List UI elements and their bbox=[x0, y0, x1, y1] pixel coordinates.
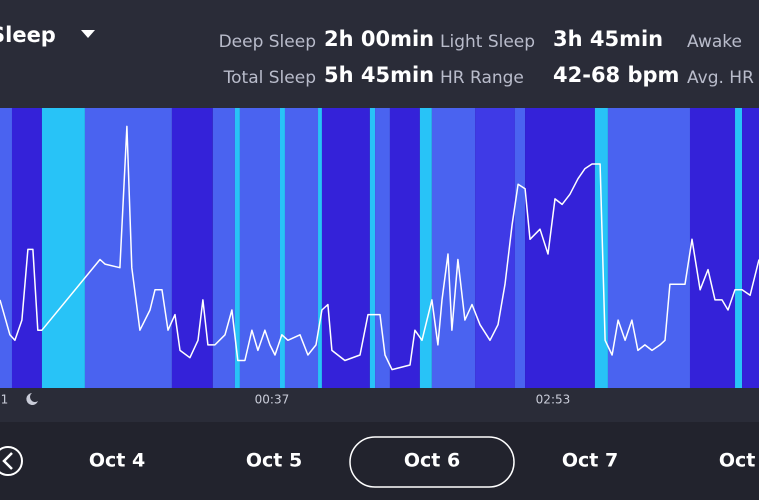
stat-label: Total Sleep bbox=[223, 68, 316, 88]
stage-band bbox=[0, 108, 12, 388]
stat-label: Awake bbox=[687, 32, 742, 52]
stage-band bbox=[369, 108, 376, 388]
date-tab[interactable]: Oct 6 bbox=[404, 450, 460, 472]
mode-title[interactable]: Sleep bbox=[0, 23, 56, 47]
stat-label: HR Range bbox=[440, 68, 524, 88]
back-arrow bbox=[2, 452, 13, 470]
stage-band bbox=[375, 108, 390, 388]
x-tick-label: 02:53 bbox=[536, 393, 571, 407]
stage-band bbox=[280, 108, 285, 388]
date-tab[interactable]: Oct 7 bbox=[562, 450, 618, 472]
stage-band bbox=[742, 108, 759, 388]
stage-band bbox=[239, 108, 281, 388]
stage-band bbox=[171, 108, 213, 388]
stage-band bbox=[525, 108, 595, 388]
stage-band bbox=[11, 108, 42, 388]
stage-band bbox=[607, 108, 690, 388]
stat-label: Light Sleep bbox=[440, 32, 535, 52]
stage-band bbox=[419, 108, 432, 388]
moon-icon bbox=[26, 393, 38, 405]
stat-value: 5h 45min bbox=[324, 63, 434, 87]
stage-band bbox=[431, 108, 476, 388]
date-tab[interactable]: Oct 8 bbox=[719, 450, 759, 472]
stat-label: Avg. HR bbox=[687, 68, 754, 88]
stage-band bbox=[212, 108, 235, 388]
date-tabs: Oct 4 Oct 5 Oct 6 Oct 7 Oct 8 bbox=[89, 450, 759, 472]
stage-band bbox=[284, 108, 319, 388]
time-strip bbox=[0, 388, 759, 422]
stage-band bbox=[594, 108, 608, 388]
date-tab[interactable]: Oct 4 bbox=[89, 450, 145, 472]
stage-band bbox=[321, 108, 370, 388]
chart: 22:21 00:37 02:53 bbox=[0, 108, 759, 407]
stage-band bbox=[389, 108, 420, 388]
selected-pill bbox=[349, 436, 515, 488]
stat-label: Deep Sleep bbox=[219, 32, 316, 52]
date-tab[interactable]: Oct 5 bbox=[246, 450, 302, 472]
stage-band bbox=[689, 108, 736, 388]
x-tick-label: 22:21 bbox=[0, 393, 8, 407]
heart-rate-line bbox=[0, 125, 759, 371]
x-tick-label: 00:37 bbox=[255, 393, 290, 407]
stage-band bbox=[735, 108, 743, 388]
stage-band bbox=[234, 108, 240, 388]
stage-band bbox=[41, 108, 85, 388]
stage-band bbox=[318, 108, 322, 388]
stage-band bbox=[514, 108, 526, 388]
header-bg bbox=[0, 0, 759, 108]
dropdown-arrow[interactable] bbox=[81, 30, 95, 38]
stat-value: 42-68 bpm bbox=[553, 63, 679, 87]
stat-value: 2h 00min bbox=[324, 27, 434, 51]
stat-value: 3h 45min bbox=[553, 27, 663, 51]
back-button[interactable] bbox=[0, 446, 23, 476]
stage-band bbox=[475, 108, 515, 388]
